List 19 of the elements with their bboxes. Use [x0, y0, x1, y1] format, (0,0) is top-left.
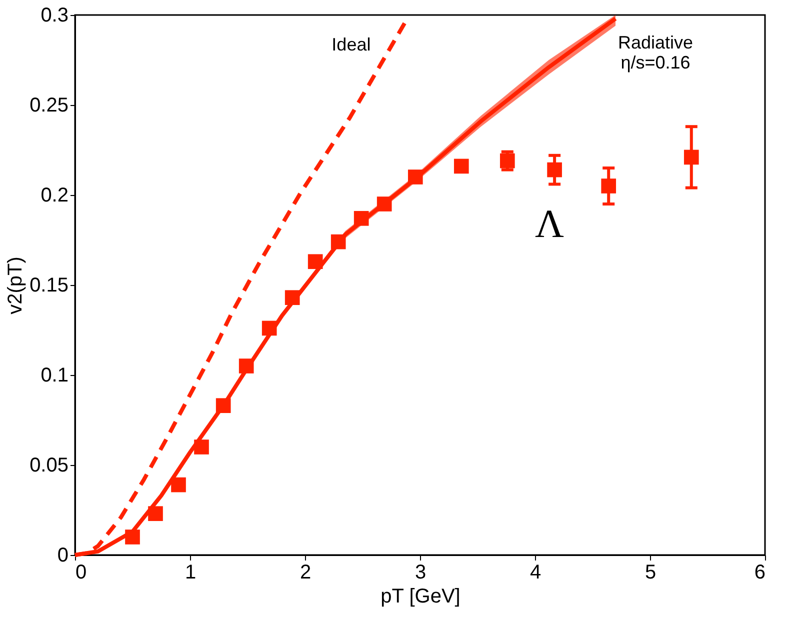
series-label: Ideal: [332, 34, 371, 54]
series-label: Radiative η/s=0.16: [618, 32, 694, 73]
y-tick-label: 0: [57, 544, 68, 566]
x-tick-label: 5: [644, 562, 656, 584]
y-tick-label: 0.15: [30, 274, 68, 296]
y-tick-label: 0.25: [30, 94, 68, 116]
y-tick-label: 0.3: [40, 4, 68, 26]
x-tick-label: 2: [300, 562, 312, 584]
x-tick-label: 1: [184, 562, 196, 584]
x-axis-title: pT [GeV]: [380, 586, 460, 608]
y-tick-label: 0.2: [40, 184, 68, 206]
annotation: Λ: [535, 200, 564, 246]
y-tick-label: 0.05: [30, 454, 68, 476]
x-tick-label: 4: [530, 562, 542, 584]
x-tick-label: 6: [754, 562, 766, 584]
x-tick-label: 3: [414, 562, 426, 584]
y-tick-label: 0.1: [40, 364, 68, 386]
y-axis-title: v2(pT): [4, 256, 27, 314]
x-tick-label: 0: [76, 562, 87, 584]
